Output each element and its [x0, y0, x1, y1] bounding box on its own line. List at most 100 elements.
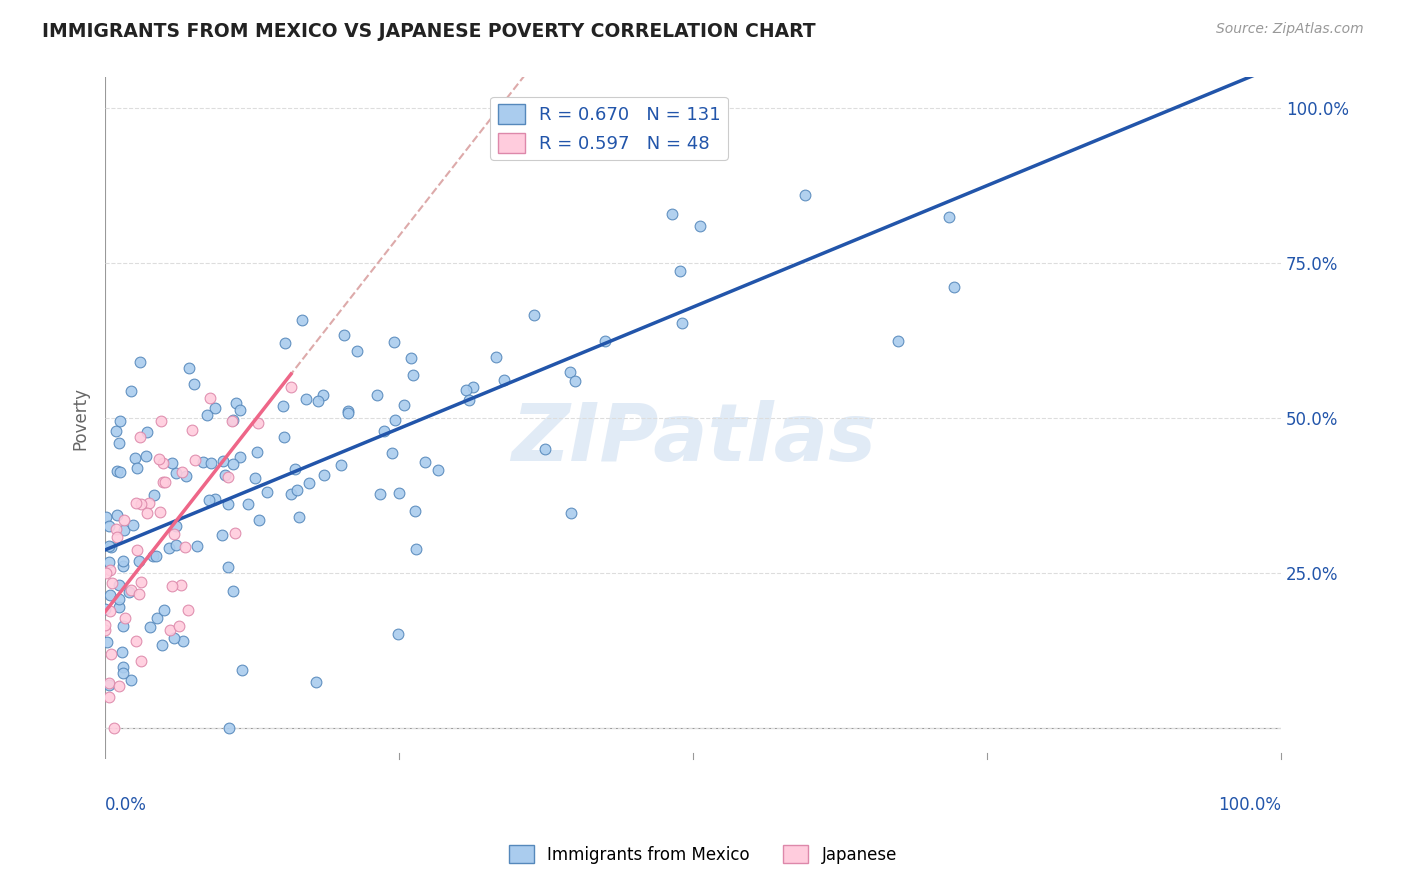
Point — [288, 509, 311, 524]
Point — [387, 627, 409, 641]
Point — [125, 634, 148, 648]
Point — [112, 513, 135, 527]
Point — [218, 721, 240, 735]
Point — [180, 423, 202, 437]
Point — [200, 456, 222, 470]
Point — [231, 663, 253, 677]
Point — [224, 526, 246, 541]
Point — [384, 413, 406, 427]
Point — [938, 210, 960, 224]
Text: 0.0%: 0.0% — [105, 797, 148, 814]
Point — [305, 674, 328, 689]
Point — [229, 403, 252, 417]
Point — [97, 518, 120, 533]
Point — [211, 528, 233, 542]
Point — [238, 497, 260, 511]
Point — [274, 335, 297, 350]
Point — [243, 471, 266, 485]
Point — [135, 450, 157, 464]
Point — [198, 493, 221, 508]
Point — [312, 387, 335, 401]
Point — [159, 623, 181, 637]
Point — [112, 666, 135, 681]
Point — [179, 361, 201, 376]
Point — [97, 690, 120, 705]
Point — [413, 455, 436, 469]
Point — [337, 406, 360, 420]
Point — [138, 620, 160, 634]
Point — [100, 647, 122, 661]
Point — [794, 188, 817, 202]
Y-axis label: Poverty: Poverty — [72, 386, 89, 450]
Point — [152, 456, 174, 470]
Point — [152, 475, 174, 489]
Point — [117, 585, 139, 599]
Point — [94, 510, 117, 524]
Point — [332, 328, 354, 343]
Point — [98, 604, 121, 618]
Point — [247, 513, 270, 527]
Point — [101, 575, 124, 590]
Text: ZIPatlas: ZIPatlas — [510, 400, 876, 477]
Point — [114, 611, 136, 625]
Point — [112, 523, 135, 537]
Point — [105, 530, 128, 544]
Point — [129, 655, 152, 669]
Point — [94, 566, 117, 581]
Point — [120, 384, 142, 398]
Point — [689, 219, 711, 233]
Point — [165, 467, 187, 481]
Point — [222, 458, 245, 472]
Point — [195, 408, 218, 422]
Point — [105, 522, 128, 536]
Point — [523, 308, 546, 322]
Point — [485, 350, 508, 364]
Point — [170, 578, 193, 592]
Point — [280, 486, 302, 500]
Point — [297, 475, 319, 490]
Point — [273, 430, 295, 444]
Point — [120, 673, 142, 687]
Point — [100, 540, 122, 554]
Point — [111, 645, 134, 659]
Point — [222, 584, 245, 599]
Point — [153, 603, 176, 617]
Point — [129, 497, 152, 511]
Point — [307, 394, 329, 409]
Point — [165, 538, 187, 552]
Point — [492, 373, 515, 387]
Point — [366, 388, 388, 402]
Point — [127, 543, 149, 558]
Point — [558, 365, 581, 379]
Point — [346, 343, 368, 358]
Point — [142, 549, 165, 563]
Point — [105, 465, 128, 479]
Point — [129, 355, 152, 369]
Point — [98, 675, 121, 690]
Point — [94, 601, 117, 615]
Point — [942, 280, 965, 294]
Point — [174, 469, 197, 483]
Point — [143, 488, 166, 502]
Point — [98, 563, 121, 577]
Point — [456, 383, 478, 397]
Point — [138, 496, 160, 510]
Point — [162, 456, 184, 470]
Point — [165, 519, 187, 533]
Point — [404, 503, 426, 517]
Point — [560, 506, 582, 520]
Point — [256, 484, 278, 499]
Point — [150, 413, 173, 427]
Point — [373, 424, 395, 438]
Point — [186, 539, 208, 553]
Point — [426, 463, 449, 477]
Point — [103, 721, 125, 735]
Point — [204, 401, 226, 415]
Point — [463, 379, 485, 393]
Point — [661, 207, 683, 221]
Point — [112, 619, 135, 633]
Point — [176, 603, 198, 617]
Point — [146, 610, 169, 624]
Point — [98, 678, 121, 692]
Point — [105, 425, 128, 439]
